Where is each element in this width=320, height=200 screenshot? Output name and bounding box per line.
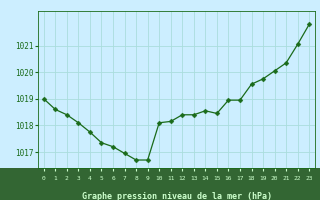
X-axis label: Graphe pression niveau de la mer (hPa): Graphe pression niveau de la mer (hPa) — [82, 192, 271, 200]
